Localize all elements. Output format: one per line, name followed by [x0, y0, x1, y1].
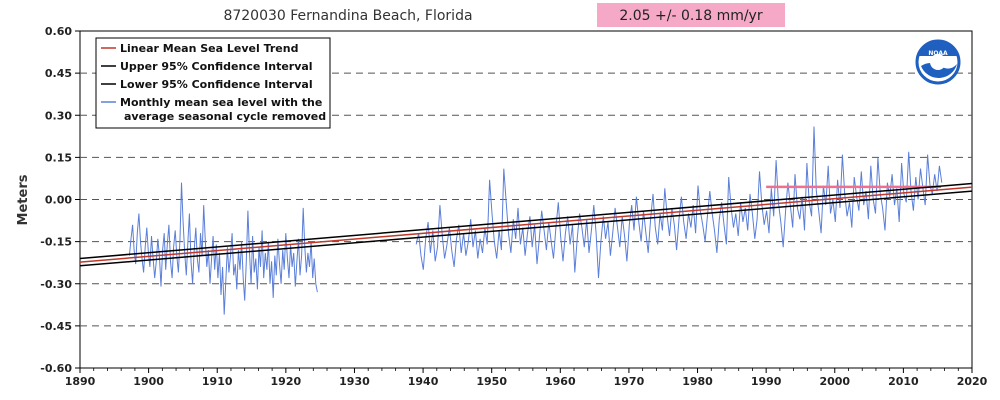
x-tick-label: 1960	[545, 375, 576, 388]
x-tick-label: 1890	[65, 375, 96, 388]
x-tick-label: 1940	[408, 375, 439, 388]
x-tick-label: 1900	[133, 375, 164, 388]
legend-label-trend: Linear Mean Sea Level Trend	[120, 42, 298, 55]
y-tick-label: -0.60	[40, 362, 72, 375]
legend-label-lower: Lower 95% Confidence Interval	[120, 78, 313, 91]
y-tick-label: -0.30	[40, 278, 72, 291]
x-tick-label: 1930	[339, 375, 370, 388]
legend-label-monthly: Monthly mean sea level with the	[120, 96, 322, 109]
x-tick-label: 1990	[751, 375, 782, 388]
y-tick-label: -0.15	[40, 236, 72, 249]
x-tick-label: 2010	[888, 375, 919, 388]
monthly-sea-level-segment-2	[415, 126, 943, 279]
y-tick-label: 0.30	[45, 109, 72, 122]
x-tick-label: 1970	[614, 375, 645, 388]
y-axis-label: Meters	[16, 174, 31, 225]
x-tick-label: 2000	[819, 375, 850, 388]
legend-box	[95, 37, 331, 129]
x-tick-label: 2020	[957, 375, 988, 388]
noaa-logo: NOAA	[915, 39, 961, 85]
lower-ci-line	[79, 190, 973, 267]
monthly-sea-level-segment-1	[128, 182, 318, 315]
trend-badge	[597, 3, 785, 27]
y-tick-label: 0.15	[45, 151, 72, 164]
x-tick-label: 1910	[202, 375, 233, 388]
x-tick-label: 1920	[271, 375, 302, 388]
y-axis: -0.60 -0.45 -0.30 -0.15 0.00 0.15 0.30 0.45 0.60	[40, 25, 80, 375]
upper-ci-line	[79, 182, 973, 260]
legend-label-monthly-2: average seasonal cycle removed	[124, 110, 326, 123]
y-tick-label: 0.45	[45, 67, 72, 80]
legend: Linear Mean Sea Level Trend Upper 95% Co…	[95, 37, 331, 129]
series-layer	[79, 126, 973, 315]
y-tick-label: 0.60	[45, 25, 72, 38]
y-tick-label: 0.00	[45, 194, 72, 207]
y-tick-label: -0.45	[40, 320, 72, 333]
trend-line	[79, 186, 973, 263]
chart-title: 8720030 Fernandina Beach, Florida	[223, 8, 472, 24]
noaa-logo-text: NOAA	[928, 50, 948, 57]
x-tick-label: 1980	[682, 375, 713, 388]
x-tick-label: 1950	[476, 375, 507, 388]
legend-label-upper: Upper 95% Confidence Interval	[120, 60, 313, 73]
x-axis: 1890 1900 1910 1920 1930 1940 1950 1960 1970 1980…	[65, 368, 988, 388]
trend-badge-label: 2.05 +/- 0.18 mm/yr	[619, 8, 762, 24]
